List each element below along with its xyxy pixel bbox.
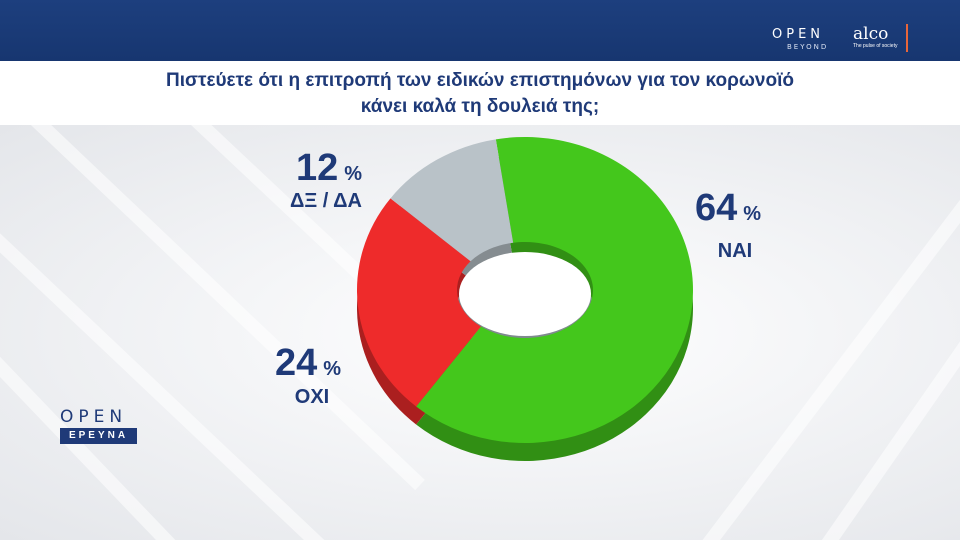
open-erevna-logo-text: OPEN: [60, 407, 128, 427]
slice-value-label-1: 24%: [275, 342, 341, 384]
slice-value-label-2: 12%: [296, 147, 362, 189]
chart-title-line-2: κάνει καλά τη δουλειά της;: [360, 96, 600, 117]
donut-slice-1: [357, 198, 481, 407]
alco-tagline: The pulse of society: [853, 43, 898, 49]
slice-value-label-0: 64%: [695, 187, 761, 229]
brand-divider: [906, 24, 908, 52]
slice-category-label-2: ΔΞ / ΔΑ: [290, 190, 362, 212]
donut-slice-2: [390, 139, 514, 262]
chart-title-line-1: Πιστεύετε ότι η επιτροπή των ειδικών επι…: [166, 70, 794, 91]
erevna-badge: ΕΡΕΥΝΑ: [60, 428, 137, 444]
chart-title: Πιστεύετε ότι η επιτροπή των ειδικών επι…: [60, 68, 900, 120]
slice-category-label-0: ΝΑΙ: [718, 240, 752, 262]
title-band: [0, 61, 960, 125]
open-beyond-tagline: BEYOND: [787, 43, 829, 51]
chart-area: 64% ΝΑΙ 24% ΟΧΙ 12% ΔΞ / ΔΑ OPEN ΕΡΕΥΝΑ: [0, 125, 960, 540]
donut-hole: [459, 252, 591, 336]
header-bar: OPEN BEYOND alco The pulse of society: [0, 0, 960, 61]
alco-brand-logo: alco: [853, 24, 889, 44]
slice-category-label-1: ΟΧΙ: [295, 386, 329, 408]
donut-chart: 64 % ΝΑΙ 24 %ΟΧΙ 12 %ΔΞ / ΔΑ: [0, 125, 960, 540]
donut-slice-0: [416, 137, 694, 444]
open-brand-logo: OPEN: [772, 27, 825, 42]
